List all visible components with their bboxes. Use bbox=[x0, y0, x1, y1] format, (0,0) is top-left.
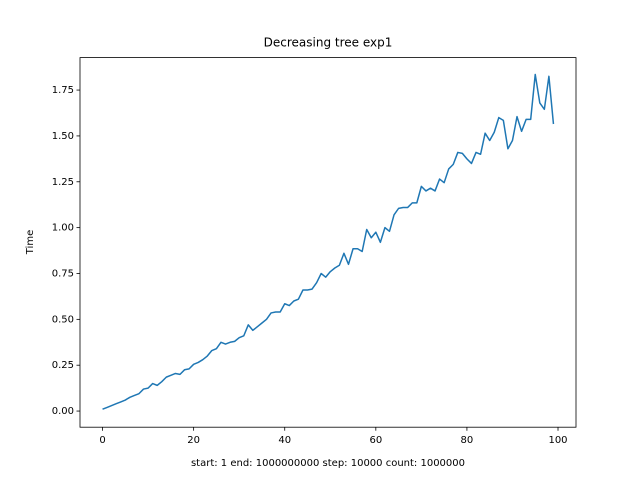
y-tick-label: 1.25 bbox=[52, 177, 74, 188]
y-tick-label: 0.00 bbox=[52, 406, 74, 417]
y-tick-label: 1.50 bbox=[52, 131, 74, 142]
chart-title: Decreasing tree exp1 bbox=[264, 36, 393, 50]
x-tick-label: 20 bbox=[187, 435, 200, 446]
y-tick-label: 1.75 bbox=[52, 85, 74, 96]
x-tick-label: 100 bbox=[548, 435, 567, 446]
y-tick-label: 0.75 bbox=[52, 268, 74, 279]
y-tick-label: 1.00 bbox=[52, 223, 74, 234]
y-axis-label: Time bbox=[25, 230, 36, 255]
x-axis-label: start: 1 end: 1000000000 step: 10000 cou… bbox=[191, 458, 465, 469]
x-tick-label: 80 bbox=[461, 435, 474, 446]
y-tick-label: 0.25 bbox=[52, 360, 74, 371]
line-series bbox=[102, 73, 555, 410]
x-tick-label: 60 bbox=[369, 435, 382, 446]
plot-frame bbox=[79, 57, 577, 428]
x-tick-label: 0 bbox=[99, 435, 105, 446]
y-tick-label: 0.50 bbox=[52, 314, 74, 325]
x-tick-label: 40 bbox=[278, 435, 291, 446]
